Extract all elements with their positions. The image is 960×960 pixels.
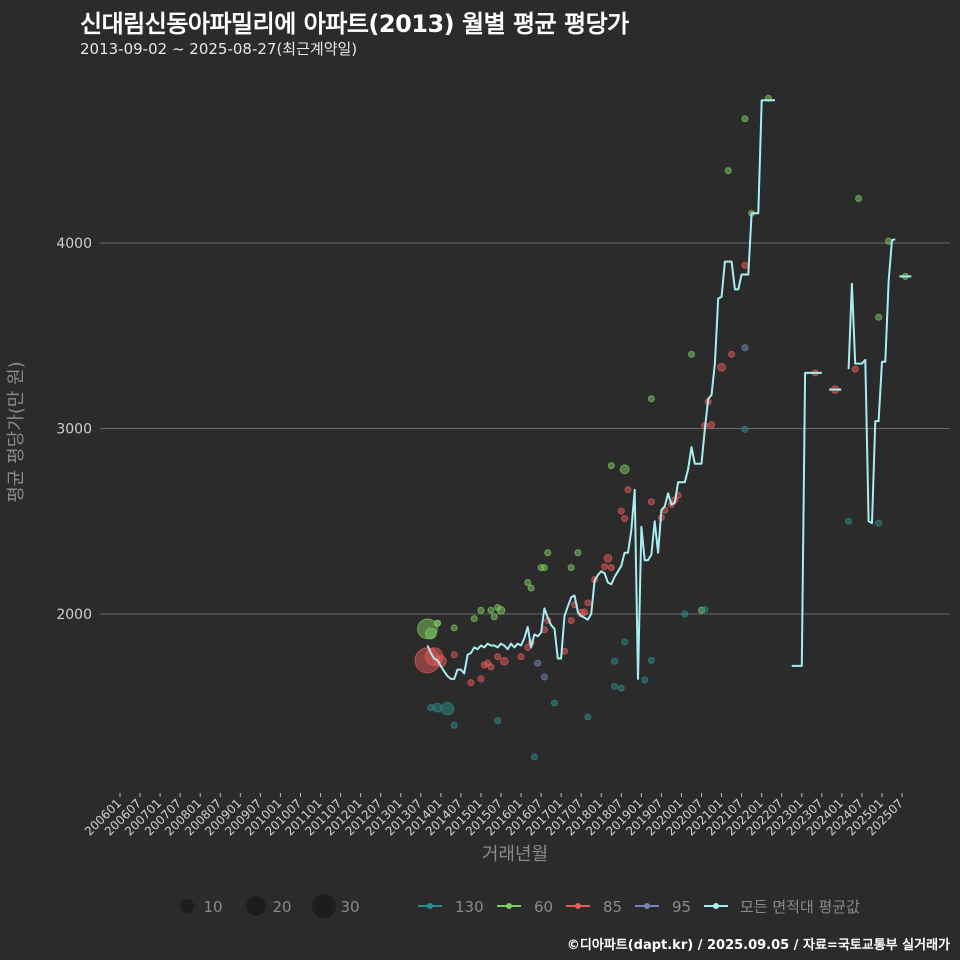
size-legend-label: 30 (340, 898, 359, 916)
data-point-130 (621, 638, 629, 646)
data-point-85 (467, 679, 475, 687)
data-point-130 (641, 676, 649, 684)
data-point-60 (574, 549, 582, 557)
data-point-130 (875, 519, 883, 527)
data-point-85 (494, 653, 502, 661)
data-point-60 (527, 584, 535, 592)
data-point-60 (544, 549, 552, 557)
data-point-85 (584, 599, 592, 607)
data-point-60 (741, 115, 749, 123)
chart-subtitle: 2013-09-02 ~ 2025-08-27(최근계약일) (80, 40, 358, 58)
legend-label-130: 130 (455, 898, 484, 916)
legend-dot-85 (575, 903, 581, 909)
legend-dot-average (713, 903, 719, 909)
data-point-130 (440, 701, 455, 716)
data-point-95 (534, 659, 542, 667)
data-point-60 (424, 627, 437, 640)
data-point-130 (617, 684, 625, 692)
size-legend-circle (311, 893, 337, 919)
data-point-130 (845, 517, 853, 525)
legend-dot-60 (506, 903, 512, 909)
data-point-85 (741, 261, 749, 269)
data-point-85 (621, 514, 629, 522)
data-point-60 (619, 464, 630, 475)
average-line-segment (847, 238, 896, 525)
data-point-130 (427, 704, 435, 712)
data-point-85 (450, 651, 458, 659)
data-point-60 (490, 613, 498, 621)
data-point-85 (603, 554, 613, 563)
average-line-segment (791, 371, 822, 667)
data-point-60 (494, 604, 502, 612)
data-point-85 (500, 656, 509, 666)
data-point-130 (450, 721, 458, 729)
data-point-60 (524, 578, 532, 586)
data-point-85 (487, 663, 495, 671)
data-point-60 (647, 395, 655, 403)
data-point-85 (728, 350, 736, 358)
x-axis-label: 거래년월 (482, 844, 548, 865)
data-point-130 (584, 713, 592, 721)
data-point-130 (611, 682, 619, 690)
data-point-85 (707, 421, 716, 429)
data-point-60 (470, 615, 478, 623)
size-legend-label: 10 (203, 898, 222, 916)
data-point-60 (540, 564, 548, 572)
data-point-85 (567, 616, 575, 624)
data-point-60 (450, 624, 458, 632)
data-point-60 (875, 313, 883, 321)
data-point-130 (530, 753, 538, 761)
data-point-85 (851, 365, 859, 373)
legend-label-60: 60 (534, 898, 553, 916)
legend-label-85: 85 (603, 898, 622, 916)
data-point-85 (624, 486, 632, 494)
data-point-60 (607, 462, 615, 470)
y-tick-label: 2000 (56, 607, 92, 623)
y-tick-label: 4000 (56, 236, 92, 252)
average-line-segment (426, 99, 775, 680)
size-legend-label: 20 (272, 898, 291, 916)
data-point-60 (433, 619, 441, 627)
data-point-85 (480, 661, 488, 669)
legend-dot-95 (644, 903, 650, 909)
data-point-85 (601, 563, 609, 571)
data-point-85 (717, 362, 726, 372)
data-point-130 (550, 699, 558, 707)
y-tick-label: 3000 (56, 422, 92, 438)
y-axis-label: 평균 평당가(만 원) (6, 361, 27, 502)
data-point-85 (477, 675, 485, 683)
data-point-60 (487, 606, 495, 614)
legend-label-average: 모든 면적대 평균값 (740, 898, 860, 916)
data-point-60 (567, 564, 575, 572)
data-point-60 (687, 350, 695, 358)
size-legend-circle (246, 896, 266, 916)
legend-label-95: 95 (672, 898, 691, 916)
data-point-85 (517, 653, 525, 661)
data-point-60 (855, 194, 863, 202)
data-point-85 (647, 498, 655, 506)
data-point-130 (611, 657, 619, 665)
data-point-95 (741, 344, 749, 352)
data-point-130 (681, 610, 689, 618)
data-point-130 (494, 717, 502, 725)
chart-title: 신대림신동아파밀리에 아파트(2013) 월별 평균 평당가 (80, 10, 629, 38)
data-point-85 (580, 608, 589, 616)
data-point-130 (701, 605, 709, 613)
data-point-85 (617, 507, 625, 515)
data-point-130 (741, 425, 749, 433)
legend-dot-130 (427, 903, 433, 909)
data-point-85 (607, 564, 615, 572)
data-point-60 (477, 606, 485, 614)
data-point-95 (540, 673, 548, 681)
size-legend-circle (180, 899, 194, 913)
data-point-130 (647, 656, 655, 664)
data-point-60 (724, 167, 732, 175)
source-caption: ©디아파트(dapt.kr) / 2025.09.05 / 자료=국토교통부 실… (566, 938, 950, 953)
